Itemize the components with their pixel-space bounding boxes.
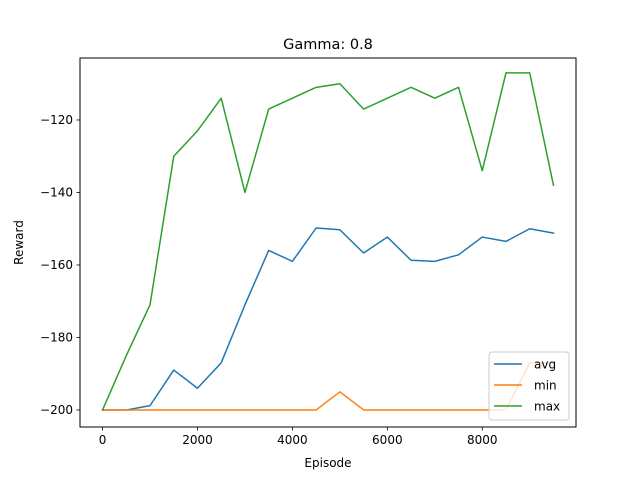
x-tick-label: 8000 xyxy=(467,433,498,447)
legend-label-avg: avg xyxy=(534,358,556,372)
legend-box xyxy=(488,351,570,421)
legend-label-min: min xyxy=(534,379,557,393)
y-axis-label: Reward xyxy=(12,220,26,265)
y-tick-label: −140 xyxy=(40,185,73,199)
y-tick-label: −120 xyxy=(40,113,73,127)
y-tick-label: −200 xyxy=(40,403,73,417)
y-tick-label: −180 xyxy=(40,330,73,344)
legend-label-max: max xyxy=(534,400,560,414)
x-axis-label: Episode xyxy=(304,456,351,470)
x-tick-label: 4000 xyxy=(277,433,308,447)
x-tick-label: 0 xyxy=(99,433,107,447)
legend: avg min max xyxy=(488,351,570,421)
y-axis: −200 −180 −160 −140 −120 xyxy=(40,113,80,417)
x-axis: 0 2000 4000 6000 8000 xyxy=(99,427,498,447)
series-line-avg xyxy=(101,227,555,411)
series-line-max xyxy=(101,72,555,411)
plot-frame xyxy=(79,57,577,428)
y-tick-label: −160 xyxy=(40,258,73,272)
series-layer xyxy=(101,72,555,411)
x-tick-label: 6000 xyxy=(372,433,403,447)
x-tick-label: 2000 xyxy=(182,433,213,447)
series-line-min xyxy=(101,362,555,411)
chart-title: Gamma: 0.8 xyxy=(283,37,373,53)
